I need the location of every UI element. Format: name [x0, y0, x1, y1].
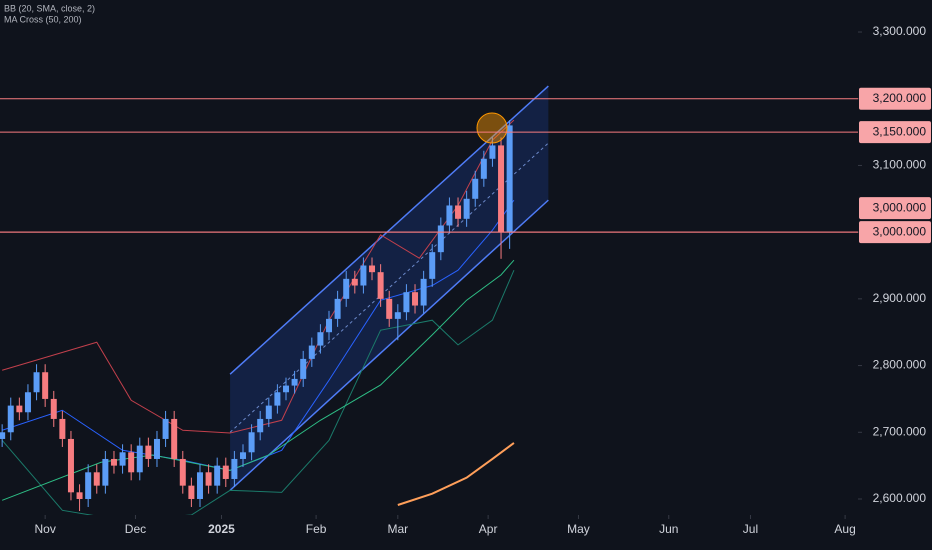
plot-area [0, 85, 549, 515]
candle-body [489, 145, 496, 159]
candle-body [50, 398, 57, 419]
candle-body [0, 432, 6, 439]
price-label-box [859, 197, 931, 220]
candle-body [283, 385, 289, 393]
candle-body [403, 292, 410, 313]
candle-body [446, 205, 453, 226]
candle-body [24, 392, 31, 413]
candle-body [128, 452, 135, 473]
candle-body [274, 392, 281, 406]
candle-body [437, 225, 444, 253]
x-tick-label: Feb [306, 522, 327, 536]
candle-body [102, 458, 109, 486]
candle-body [257, 418, 264, 433]
candle-body [67, 438, 74, 493]
indicator-line [397, 442, 515, 506]
highlight-circle [476, 112, 508, 144]
candle-body [394, 312, 401, 319]
candle-body [188, 485, 195, 499]
y-tick-label: 2,600.000 [873, 491, 927, 505]
candle-body [239, 452, 246, 459]
candle-body [248, 432, 255, 453]
channel-lower [229, 199, 549, 491]
candle-body [231, 458, 238, 479]
candle-body [369, 265, 376, 273]
candle-body [205, 472, 212, 486]
candle-body [119, 452, 126, 466]
candle-body [145, 445, 152, 459]
candle-body [265, 405, 272, 419]
candle-body [196, 472, 203, 499]
candle-body [7, 405, 14, 433]
price-label: 3,150.000 [873, 124, 927, 138]
candle-body [386, 298, 393, 319]
y-tick-label: 3,100.000 [873, 158, 927, 172]
x-tick-label: Jul [743, 522, 758, 536]
indicator-line [1, 259, 515, 501]
candle-body [222, 465, 229, 479]
candle-body [420, 278, 427, 306]
candle-body [93, 472, 100, 486]
candle-body [343, 278, 350, 299]
x-tick-label: Aug [834, 522, 855, 536]
candle-body [59, 418, 66, 439]
x-tick-label: May [567, 522, 590, 536]
candle-body [136, 445, 143, 473]
candle-body [33, 372, 40, 393]
candle-body [351, 278, 358, 286]
candle-body [308, 345, 315, 359]
y-tick-label: 3,300.000 [873, 24, 927, 38]
candle-body [171, 418, 178, 459]
price-label-box [859, 221, 931, 244]
candle-body [85, 472, 92, 499]
indicator-line [1, 269, 515, 515]
price-label: 3,000.000 [873, 224, 927, 238]
candle-body [326, 318, 333, 333]
candle-body [110, 458, 117, 466]
candle-body [76, 492, 83, 499]
x-tick-label: Mar [387, 522, 408, 536]
indicator-label: BB (20, SMA, close, 2) [4, 3, 95, 13]
candle-body [472, 178, 479, 199]
candle-body [498, 145, 505, 233]
y-tick-label: 2,900.000 [873, 291, 927, 305]
price-label: 3,000.000 [873, 200, 927, 214]
candle-body [455, 205, 462, 219]
price-label-box [859, 121, 931, 144]
candle-body [317, 332, 324, 346]
candle-body [334, 298, 341, 319]
y-tick-label: 2,700.000 [873, 424, 927, 438]
candle-body [16, 405, 23, 413]
candle-body [429, 252, 436, 279]
x-tick-label: Nov [34, 522, 55, 536]
y-tick-label: 2,800.000 [873, 358, 927, 372]
x-tick-label: Apr [479, 522, 498, 536]
candle-body [412, 292, 419, 306]
x-tick-label: 2025 [208, 522, 235, 536]
candle-body [153, 438, 160, 459]
price-label: 3,200.000 [873, 91, 927, 105]
channel-upper [229, 85, 549, 375]
price-label-box [859, 87, 931, 110]
candle-body [377, 272, 384, 299]
candle-body [360, 265, 367, 286]
candle-body [162, 418, 169, 439]
candle-body [179, 458, 186, 486]
candle-body [506, 125, 513, 233]
x-tick-label: Jun [659, 522, 678, 536]
candle-body [291, 378, 298, 386]
x-tick-label: Dec [125, 522, 146, 536]
candle-body [42, 372, 49, 399]
channel-area [230, 86, 549, 491]
indicator-label: MA Cross (50, 200) [4, 14, 82, 24]
candle-body [480, 158, 487, 179]
candle-body [300, 358, 307, 379]
candle-body [463, 198, 470, 219]
candle-body [214, 465, 221, 486]
indicator-line [1, 199, 515, 471]
